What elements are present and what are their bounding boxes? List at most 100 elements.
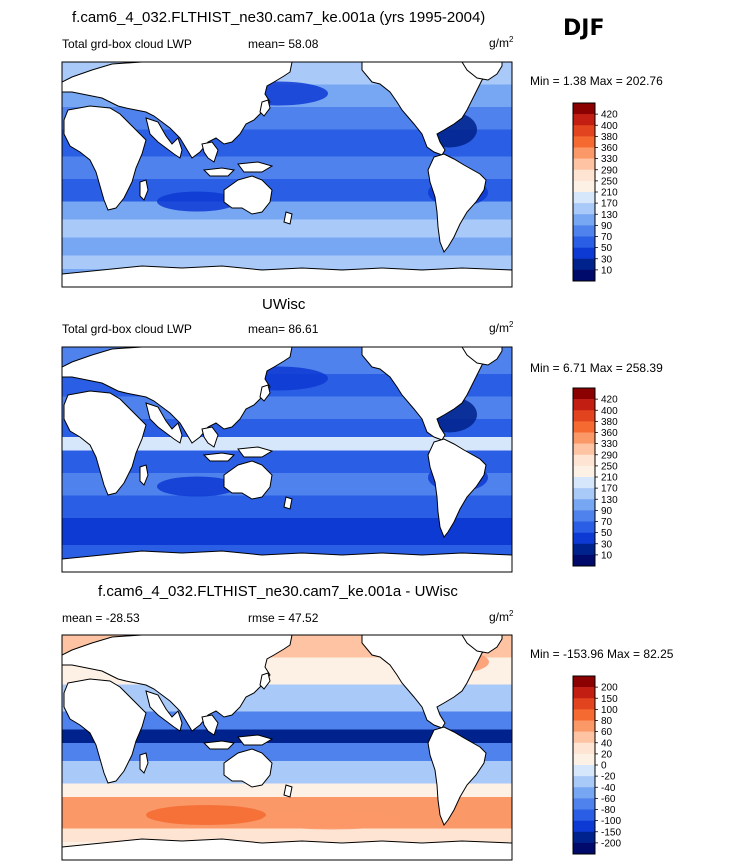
- panel-1-mean-label: mean= 58.08: [248, 37, 319, 51]
- colorbar-tick-label: 210: [601, 188, 618, 199]
- colorbar-swatch: [573, 488, 595, 500]
- colorbar-swatch: [573, 809, 595, 821]
- colorbar-tick-label: 420: [601, 110, 618, 121]
- colorbar-tick-label: 40: [601, 738, 613, 749]
- field-blob: [262, 809, 402, 830]
- panel-2-title: UWisc: [262, 296, 306, 313]
- panel-3-minmax: Min = -153.96 Max = 82.25: [530, 647, 674, 661]
- colorbar-tick-label: 10: [601, 550, 613, 561]
- colorbar-swatch: [573, 787, 595, 799]
- colorbar-tick-label: 60: [601, 727, 613, 738]
- panel-2-mean-label: mean= 86.61: [248, 322, 319, 336]
- colorbar-swatch: [573, 169, 595, 182]
- colorbar-swatch: [573, 203, 595, 215]
- colorbar-tick-label: 330: [601, 154, 618, 165]
- colorbar-3: 200150100806040200-20-40-60-80-100-150-2…: [572, 675, 621, 855]
- colorbar-swatch: [573, 753, 595, 766]
- colorbar-tick-label: 150: [601, 694, 618, 705]
- field-band: [62, 237, 512, 256]
- colorbar-swatch: [573, 499, 595, 511]
- panel-2-variable-label: Total grd-box cloud LWP: [62, 322, 192, 336]
- field-blob: [157, 191, 237, 212]
- colorbar-tick-label: -40: [601, 783, 616, 794]
- colorbar-tick-label: 290: [601, 165, 618, 176]
- colorbar-swatch: [573, 236, 595, 248]
- field-band: [62, 828, 512, 843]
- colorbar-swatch: [573, 158, 595, 171]
- map-frame: [61, 634, 513, 861]
- season-label: DJF: [563, 16, 605, 41]
- colorbar-tick-label: 70: [601, 232, 613, 243]
- field-band: [62, 729, 512, 744]
- colorbar-tick-label: 0: [601, 761, 607, 772]
- colorbar-tick-label: 330: [601, 439, 618, 450]
- colorbar-swatch: [573, 742, 595, 755]
- colorbar-swatch: [573, 465, 595, 478]
- panel-3-units: g/m2: [489, 609, 514, 624]
- colorbar-swatch: [573, 432, 595, 444]
- panel-2-units: g/m2: [489, 320, 514, 335]
- colorbar-tick-label: -20: [601, 772, 616, 783]
- colorbar-tick-label: 210: [601, 473, 618, 484]
- colorbar-swatch: [573, 532, 595, 545]
- colorbar-tick-label: 250: [601, 176, 618, 187]
- colorbar-swatch: [573, 388, 595, 400]
- colorbar-swatch: [573, 776, 595, 788]
- map-frame: [61, 61, 513, 288]
- field-band: [62, 437, 512, 451]
- colorbar-swatch: [573, 477, 595, 489]
- colorbar-tick-label: 90: [601, 506, 613, 517]
- colorbar-swatch: [573, 543, 595, 556]
- colorbar-swatch: [573, 214, 595, 226]
- colorbar-swatch: [573, 554, 595, 567]
- colorbar-swatch: [573, 720, 595, 732]
- panel-3-rmse-label: rmse = 47.52: [248, 611, 319, 625]
- map-panel-2: [61, 346, 513, 573]
- colorbar-tick-label: -200: [601, 838, 621, 849]
- colorbar-swatch: [573, 410, 595, 422]
- colorbar-swatch: [573, 454, 595, 467]
- colorbar-swatch: [573, 676, 595, 688]
- colorbar-swatch: [573, 798, 595, 810]
- map-panel-1: [61, 61, 513, 288]
- panel-3-title: f.cam6_4_032.FLTHIST_ne30.cam7_ke.001a -…: [98, 583, 458, 600]
- panel-1-minmax: Min = 1.38 Max = 202.76: [530, 74, 663, 88]
- panel-2-minmax: Min = 6.71 Max = 258.39: [530, 361, 663, 375]
- colorbar-tick-label: -100: [601, 816, 621, 827]
- panel-1-title: f.cam6_4_032.FLTHIST_ne30.cam7_ke.001a (…: [72, 9, 486, 26]
- colorbar-tick-label: 20: [601, 749, 613, 760]
- colorbar-tick-label: 170: [601, 199, 618, 210]
- colorbar-swatch: [573, 731, 595, 744]
- colorbar-tick-label: 80: [601, 716, 613, 727]
- colorbar-tick-label: 90: [601, 221, 613, 232]
- colorbar-tick-label: 360: [601, 428, 618, 439]
- field-band: [62, 255, 512, 270]
- field-band: [62, 450, 512, 474]
- colorbar-swatch: [573, 225, 595, 237]
- field-band: [62, 219, 512, 238]
- colorbar-swatch: [573, 125, 595, 137]
- colorbar-tick-label: 360: [601, 143, 618, 154]
- colorbar-tick-label: 250: [601, 461, 618, 472]
- colorbar-tick-label: -80: [601, 805, 616, 816]
- colorbar-tick-label: 50: [601, 243, 613, 254]
- colorbar-tick-label: 70: [601, 517, 613, 528]
- colorbar-swatch: [573, 421, 595, 433]
- colorbar-tick-label: 400: [601, 121, 618, 132]
- colorbar-swatch: [573, 399, 595, 411]
- field-blob: [157, 476, 237, 497]
- colorbar-swatch: [573, 114, 595, 126]
- colorbar-tick-label: -60: [601, 794, 616, 805]
- colorbar-swatch: [573, 765, 595, 777]
- colorbar-swatch: [573, 831, 595, 844]
- colorbar-tick-label: 200: [601, 683, 618, 694]
- colorbar-swatch: [573, 842, 595, 855]
- colorbar-tick-label: 50: [601, 528, 613, 539]
- colorbar-swatch: [573, 698, 595, 710]
- map-panel-3: [61, 634, 513, 861]
- field-band: [62, 761, 512, 784]
- field-band: [62, 156, 512, 180]
- field-band: [62, 743, 512, 762]
